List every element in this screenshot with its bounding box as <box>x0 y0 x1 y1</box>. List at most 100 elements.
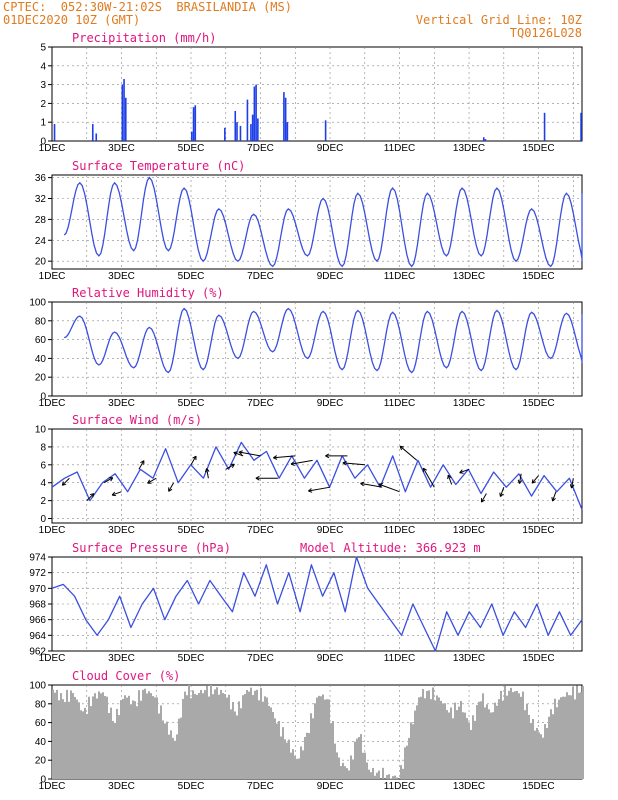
cloud-bar <box>450 707 452 779</box>
cloud-bar <box>200 690 202 779</box>
cloud-bar <box>534 730 536 779</box>
wind-xtick-label: 7DEC <box>247 525 274 536</box>
cloud-bar <box>444 703 446 779</box>
cloud-bar <box>364 752 366 779</box>
cloud-bar <box>250 687 252 779</box>
cloud-bar <box>214 689 216 779</box>
precip-bar <box>484 139 487 141</box>
cloud-bar <box>538 732 540 779</box>
cloud-bar <box>168 734 170 779</box>
cloud-bar <box>514 691 516 779</box>
wind-arrow <box>238 451 261 457</box>
cloud-bar <box>290 752 292 779</box>
cloud-bar <box>310 713 312 779</box>
cloud-bar <box>528 714 530 779</box>
wind-arrow-head <box>238 450 243 455</box>
rh-xtick-label: 3DEC <box>108 398 135 409</box>
cloud-bar <box>56 689 58 779</box>
precip-bar <box>324 120 327 141</box>
cloud-bar <box>234 711 236 779</box>
pressure-ytick-label: 972 <box>29 568 46 579</box>
precip-ytick-label: 1 <box>40 118 46 129</box>
cloud-bar <box>80 710 82 779</box>
temp-frame <box>51 174 583 270</box>
wind-arrow-head <box>447 474 452 480</box>
cloud-bar <box>322 694 324 779</box>
cloud-bar <box>582 686 584 779</box>
cloud-bar <box>350 755 352 779</box>
cloud-bar <box>408 737 410 779</box>
cloud-bar <box>284 739 286 779</box>
precip-xtick-label: 5DEC <box>178 143 205 154</box>
wind-arrow <box>290 459 313 465</box>
cloud-bar <box>466 718 468 779</box>
cloud-bar <box>134 701 136 779</box>
cloud-bar <box>248 691 250 779</box>
wind-arrow <box>378 483 400 493</box>
wind-arrow-head <box>531 479 537 484</box>
cloud-bar <box>282 727 284 779</box>
cloud-bar <box>344 766 346 779</box>
cloud-bar <box>386 775 388 779</box>
wind-ytick-label: 10 <box>35 425 47 436</box>
pressure-ytick-label: 968 <box>29 600 46 611</box>
cloud-bar <box>176 734 178 779</box>
precip-xtick-label: 3DEC <box>108 143 135 154</box>
cloud-xtick-label: 15DEC <box>522 781 554 792</box>
precip-ytick-label: 4 <box>40 61 46 72</box>
temp-xtick-label: 3DEC <box>108 271 135 282</box>
cloud-bar <box>480 701 482 779</box>
wind-ytick-label: 2 <box>40 496 46 507</box>
temp-xtick-label: 15DEC <box>522 271 554 282</box>
wind-arrow-head <box>480 498 486 503</box>
pressure-xtick-label: 3DEC <box>108 653 135 664</box>
precip-bar <box>194 105 197 141</box>
cloud-bar <box>118 715 120 779</box>
wind-arrow <box>308 486 331 492</box>
cloud-bar <box>464 712 466 779</box>
precip-bar <box>95 133 98 141</box>
cloud-bar <box>508 690 510 779</box>
cloud-bar <box>370 772 372 779</box>
pressure-xtick-label: 9DEC <box>317 653 344 664</box>
rh-ytick-label: 80 <box>35 316 47 327</box>
wind-arrow-head <box>140 460 145 465</box>
cloud-bar <box>292 749 294 779</box>
cloud-bar <box>396 777 398 779</box>
temp-title: Surface Temperature (nC) <box>72 159 245 173</box>
precip-bar <box>246 99 249 141</box>
wind-arrow <box>447 474 453 485</box>
cloud-bar <box>198 692 200 779</box>
cloud-bar <box>106 696 108 779</box>
wind-arrow-head <box>569 484 575 489</box>
wind-arrow <box>273 455 296 459</box>
cloud-bar <box>388 774 390 779</box>
precip-bar <box>250 124 252 141</box>
cloud-xtick-label: 3DEC <box>108 781 135 792</box>
wind-arrow-head <box>233 451 238 456</box>
temp-xtick-label: 9DEC <box>317 271 344 282</box>
cloud-bar <box>410 722 412 779</box>
rh-xtick-label: 5DEC <box>178 398 205 409</box>
precip-bar <box>253 86 256 141</box>
cloud-bar <box>164 723 166 779</box>
cloud-bar <box>272 711 274 779</box>
cloud-bar <box>114 722 116 779</box>
rh-xtick-label: 7DEC <box>247 398 274 409</box>
cloud-bar <box>178 718 180 779</box>
precip-ytick-label: 0 <box>40 137 46 148</box>
cloud-xtick-label: 11DEC <box>384 781 416 792</box>
precip-xtick-label: 11DEC <box>384 143 416 154</box>
cloud-bar <box>358 737 360 779</box>
precip-xtick-label: 13DEC <box>453 143 485 154</box>
pressure-xtick-label: 1DEC <box>39 653 66 664</box>
cloud-bar <box>506 695 508 779</box>
precip-xtick-label: 9DEC <box>317 143 344 154</box>
cloud-bar <box>246 690 248 779</box>
rh-xtick-label: 13DEC <box>453 398 485 409</box>
wind-arrow <box>459 468 470 474</box>
wind-arrow-head <box>325 453 330 459</box>
cloud-bar <box>382 767 384 779</box>
precip-frame <box>51 46 583 142</box>
